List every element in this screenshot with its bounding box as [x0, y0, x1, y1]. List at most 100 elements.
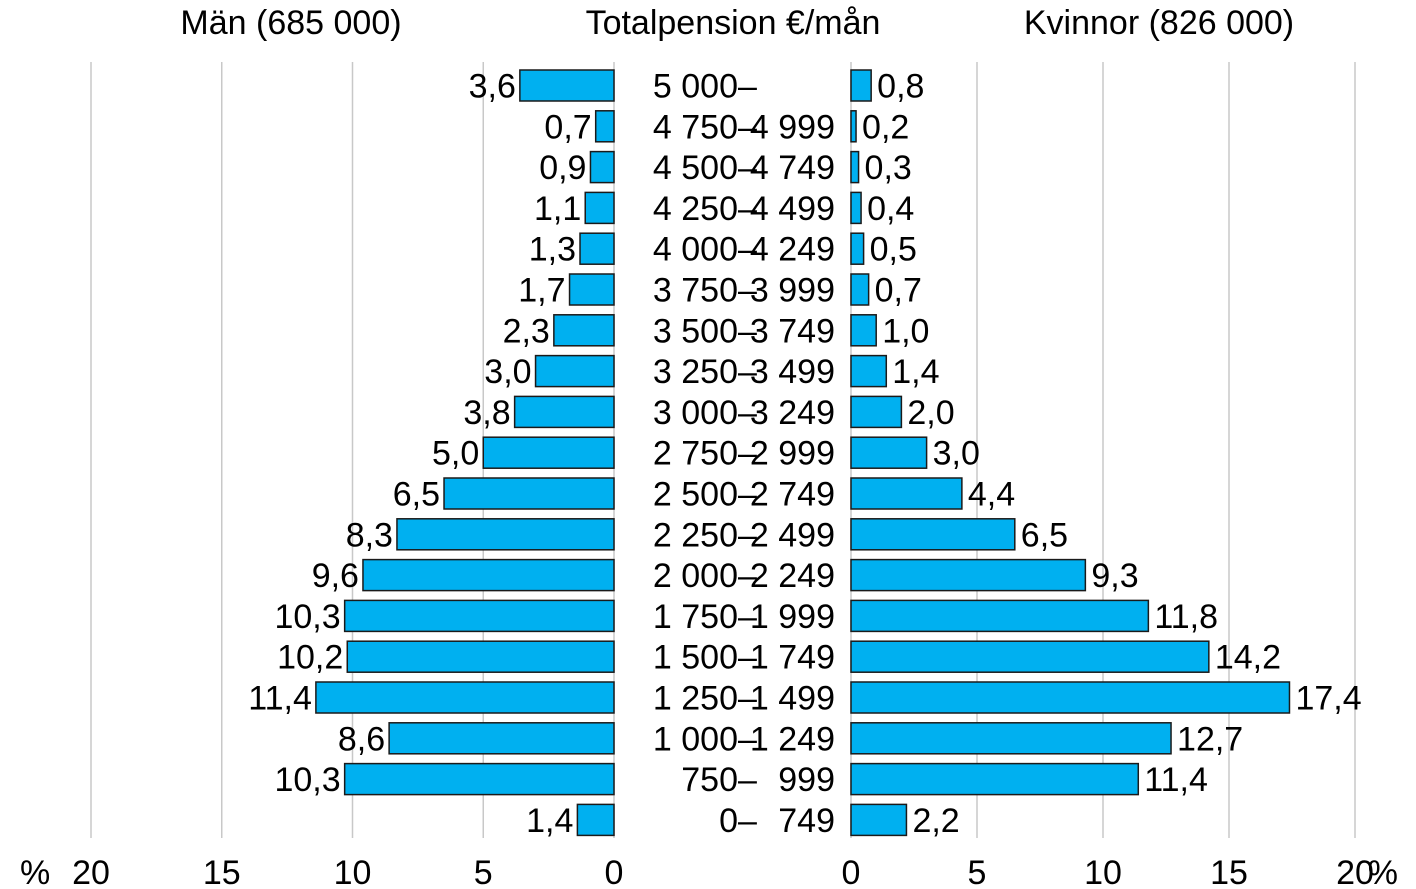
women-value-label: 9,3 [1091, 557, 1138, 595]
category-dash: – [738, 516, 757, 554]
women-bar [850, 69, 872, 102]
women-value-label: 2,2 [912, 802, 959, 840]
men-value-label: 0,7 [544, 108, 591, 146]
category-label-from: 2 500 [653, 476, 738, 514]
men-value-label: 8,6 [338, 720, 385, 758]
women-value-label: 14,2 [1215, 639, 1281, 677]
women-value-label: 0,4 [867, 190, 914, 228]
women-bar [850, 558, 1087, 592]
category-label-to: 2 249 [750, 557, 835, 595]
category-dash: – [738, 761, 757, 799]
women-bar [850, 477, 963, 510]
men-bar [553, 314, 615, 347]
men-bar [362, 558, 615, 592]
men-bar [534, 354, 615, 388]
women-value-label: 17,4 [1295, 680, 1361, 718]
pension-header: Totalpension €/mån [585, 4, 881, 42]
category-label-from: 1 250 [653, 680, 738, 718]
women-value-label: 1,0 [882, 312, 929, 350]
men-bar [576, 803, 615, 837]
category-dash: – [738, 68, 757, 106]
men-bar [594, 110, 615, 143]
women-bar [850, 681, 1291, 714]
men-value-label: 10,3 [274, 598, 340, 636]
women-bar [850, 762, 1140, 796]
women-value-label: 0,7 [875, 272, 922, 310]
women-bar [850, 599, 1150, 633]
women-tick-label: 5 [968, 854, 987, 889]
women-bar [850, 640, 1210, 673]
category-label-from: 1 500 [653, 639, 738, 677]
women-value-label: 6,5 [1021, 516, 1068, 554]
women-value-label: 11,8 [1154, 598, 1218, 636]
men-value-label: 1,3 [529, 231, 576, 269]
category-label-from: 0 [719, 802, 738, 840]
category-label-from: 3 250 [653, 353, 738, 391]
category-dash: – [738, 312, 757, 350]
women-value-label: 3,0 [933, 435, 980, 473]
women-bar [850, 150, 860, 184]
category-label-to: 1 749 [750, 639, 835, 677]
men-bar [519, 69, 615, 102]
category-label-from: 3 000 [653, 394, 738, 432]
men-value-label: 1,7 [518, 272, 565, 310]
men-value-label: 11,4 [248, 680, 312, 718]
category-label-from: 2 250 [653, 516, 738, 554]
men-tick-label: 5 [474, 854, 493, 889]
men-value-label: 10,3 [274, 761, 340, 799]
men-axis-unit: % [20, 854, 50, 889]
category-dash: – [738, 639, 757, 677]
category-dash: – [738, 353, 757, 391]
men-bar [579, 232, 615, 265]
women-tick-label: 0 [842, 854, 861, 889]
men-tick-label: 0 [605, 854, 624, 889]
category-label-from: 5 000 [653, 68, 738, 106]
men-bar [584, 191, 615, 225]
category-dash: – [738, 802, 757, 840]
women-bar [850, 354, 888, 388]
men-value-label: 0,9 [539, 149, 586, 187]
category-label-to: 4 999 [750, 108, 835, 146]
women-value-label: 2,0 [907, 394, 954, 432]
category-dash: – [738, 557, 757, 595]
men-bar [388, 722, 615, 755]
category-dash: – [738, 598, 757, 636]
category-label-from: 4 250 [653, 190, 738, 228]
women-bar [850, 314, 877, 347]
men-bar [568, 273, 615, 306]
men-value-label: 1,1 [534, 190, 581, 228]
category-dash: – [738, 394, 757, 432]
women-bar [850, 436, 928, 469]
men-bar [343, 762, 615, 796]
category-dash: – [738, 272, 757, 310]
men-bar [396, 518, 615, 551]
category-label-to: 749 [778, 802, 835, 840]
men-bar [443, 477, 615, 510]
category-dash: – [738, 149, 757, 187]
category-label-to: 4 499 [750, 190, 835, 228]
category-label-from: 2 000 [653, 557, 738, 595]
men-value-label: 8,3 [346, 516, 393, 554]
men-tick-label: 10 [334, 854, 372, 889]
category-dash: – [738, 476, 757, 514]
men-value-label: 6,5 [393, 476, 440, 514]
category-dash: – [738, 680, 757, 718]
women-bar [850, 232, 865, 265]
women-axis-unit: % [1368, 854, 1398, 889]
men-bar [346, 640, 615, 673]
men-value-label: 3,6 [469, 68, 516, 106]
category-label-to: 2 499 [750, 516, 835, 554]
women-value-label: 0,5 [870, 231, 917, 269]
men-bar [513, 395, 615, 429]
women-value-label: 0,2 [862, 108, 909, 146]
women-bar [850, 518, 1016, 551]
women-value-label: 12,7 [1177, 720, 1243, 758]
women-tick-label: 20 [1336, 854, 1374, 889]
category-label-to: 3 749 [750, 312, 835, 350]
category-label-to: 1 999 [750, 598, 835, 636]
men-bar [482, 436, 615, 469]
women-bar [850, 395, 903, 429]
category-label-to: 4 749 [750, 149, 835, 187]
women-value-label: 4,4 [968, 476, 1015, 514]
